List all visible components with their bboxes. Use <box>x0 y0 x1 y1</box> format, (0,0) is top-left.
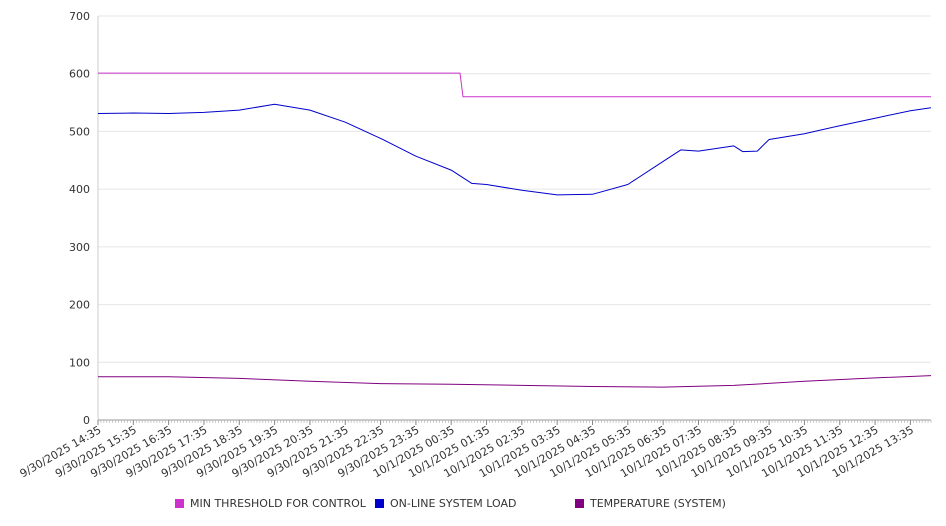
series-line-system-load <box>97 103 932 196</box>
legend: MIN THRESHOLD FOR CONTROL ON-LINE SYSTEM… <box>0 497 946 513</box>
y-tick-label: 600 <box>69 68 90 81</box>
legend-swatch-system-load <box>375 499 384 508</box>
legend-item-temperature[interactable]: TEMPERATURE (SYSTEM) <box>575 497 726 510</box>
y-tick-label: 200 <box>69 299 90 312</box>
y-tick-label: 700 <box>69 10 90 23</box>
legend-label-system-load: ON-LINE SYSTEM LOAD <box>390 497 517 510</box>
legend-item-system-load[interactable]: ON-LINE SYSTEM LOAD <box>375 497 516 510</box>
legend-label-temperature: TEMPERATURE (SYSTEM) <box>590 497 726 510</box>
legend-swatch-min-threshold <box>175 499 184 508</box>
series-lines <box>97 72 932 388</box>
legend-item-min-threshold[interactable]: MIN THRESHOLD FOR CONTROL <box>175 497 366 510</box>
y-tick-label: 100 <box>69 356 90 369</box>
y-tick-label: 400 <box>69 183 90 196</box>
grid-lines <box>98 15 931 363</box>
series-line-temperature <box>98 375 932 388</box>
series-line-min-threshold <box>98 72 931 98</box>
y-axis: 0 100 200 300 400 500 600 700 <box>69 10 99 427</box>
legend-label-min-threshold: MIN THRESHOLD FOR CONTROL <box>190 497 366 510</box>
y-tick-label: 0 <box>83 414 90 427</box>
y-tick-label: 300 <box>69 241 90 254</box>
x-axis: 9/30/2025 14:359/30/2025 15:359/30/2025 … <box>18 419 932 480</box>
y-tick-label: 500 <box>69 125 90 138</box>
legend-swatch-temperature <box>575 499 584 508</box>
